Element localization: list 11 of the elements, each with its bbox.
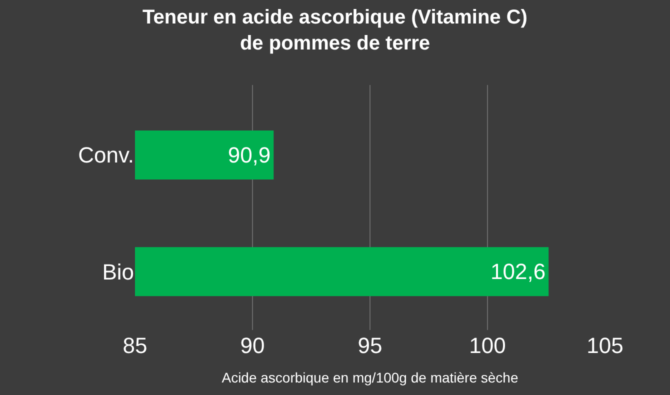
chart-title: Teneur en acide ascorbique (Vitamine C) de pommes de terre (142, 6, 528, 55)
data-label: 90,9 (228, 142, 271, 168)
x-tick-label: 85 (122, 333, 148, 358)
y-tick-label: Bio (102, 259, 134, 284)
x-tick-label: 95 (358, 333, 382, 358)
x-tick-label: 90 (240, 333, 265, 358)
y-tick-label: Conv. (78, 142, 134, 168)
x-tick-label: 100 (469, 333, 506, 358)
data-label: 102,6 (490, 259, 546, 284)
x-axis-title: Acide ascorbique en mg/100g de matière sèche (222, 369, 518, 386)
x-tick-label: 105 (586, 333, 624, 358)
